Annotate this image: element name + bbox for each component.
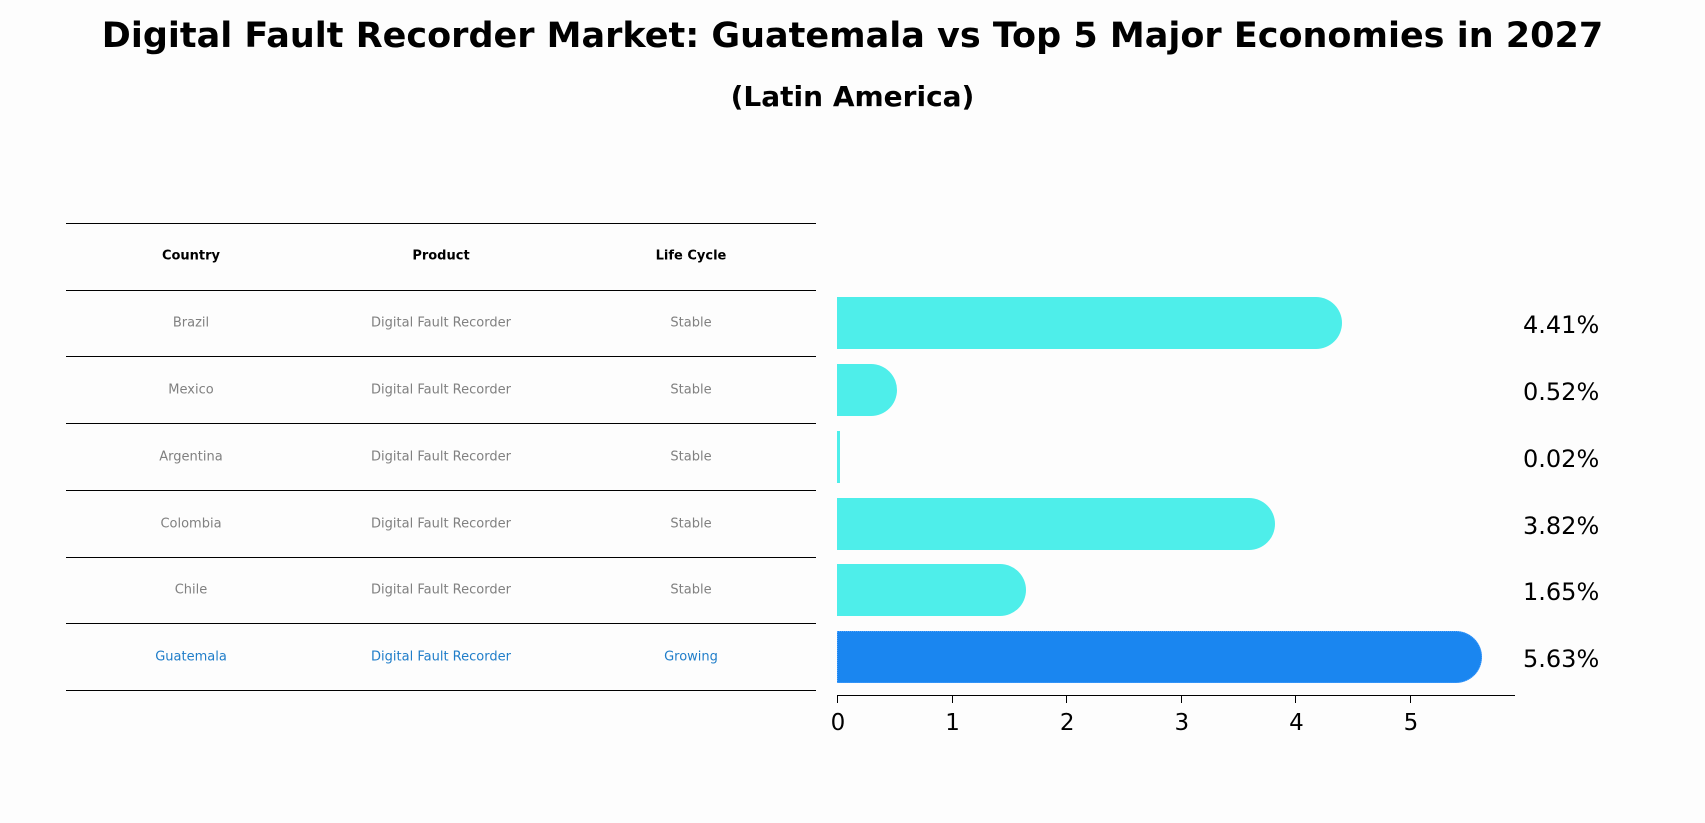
table-rule [66,490,816,491]
x-tick [1180,695,1182,703]
value-label: 4.41% [1523,311,1600,339]
table-cell-country: Colombia [160,516,222,531]
table-cell-product: Digital Fault Recorder [371,649,511,664]
bar-mexico [837,363,897,416]
x-axis [837,695,1515,696]
table-cell-life-cycle: Stable [670,382,712,397]
x-tick [1410,695,1411,703]
value-label: 5.63% [1523,644,1600,673]
bar-guatemala [837,630,1483,683]
table-rule [66,690,816,691]
x-tick-label: 1 [945,710,960,736]
table-rule [66,356,816,357]
table-rule [66,557,816,558]
value-label: 0.02% [1523,444,1600,473]
table-cell-country: Brazil [172,315,210,331]
bar-chile [837,564,1027,616]
table-cell-country: Guatemala [155,649,227,664]
table-cell-country: Mexico [168,382,214,397]
table-cell-product: Digital Fault Recorder [371,382,511,397]
x-tick [1066,695,1068,703]
value-label: 1.65% [1523,578,1600,606]
table-cell-life-cycle: Growing [664,649,718,664]
table-rule [66,623,816,624]
value-label: 0.52% [1523,377,1600,406]
table-cell-product: Digital Fault Recorder [371,582,511,598]
table-rule [66,223,816,224]
table-rule [66,290,816,291]
table-cell-product: Digital Fault Recorder [371,315,511,331]
table-cell-product: Digital Fault Recorder [371,516,511,531]
table-cell-life-cycle: Stable [670,516,712,531]
chart-subtitle: (Latin America) [730,80,975,113]
table-cell-country: Argentina [159,449,223,464]
value-label: 3.82% [1523,511,1600,540]
chart-title: Digital Fault Recorder Market: Guatemala… [101,16,1604,56]
x-tick [1295,695,1297,703]
bar-colombia [837,497,1275,550]
column-header: Life Cycle [655,248,727,264]
bar-argentina [837,430,840,483]
x-tick [837,695,838,703]
x-tick-label: 3 [1174,710,1190,736]
table-rule [66,423,816,424]
x-tick-label: 5 [1403,710,1419,736]
x-tick-label: 0 [830,710,846,736]
table-cell-product: Digital Fault Recorder [371,449,511,464]
column-header: Country [161,248,221,264]
column-header: Product [412,248,470,264]
x-tick-label: 2 [1059,710,1075,736]
x-tick-label: 4 [1289,710,1304,736]
table-cell-life-cycle: Stable [670,449,712,464]
table-cell-life-cycle: Stable [670,582,712,598]
table-cell-life-cycle: Stable [670,315,712,331]
x-tick [951,695,953,703]
bar-brazil [837,297,1343,349]
table-cell-country: Chile [174,582,208,598]
